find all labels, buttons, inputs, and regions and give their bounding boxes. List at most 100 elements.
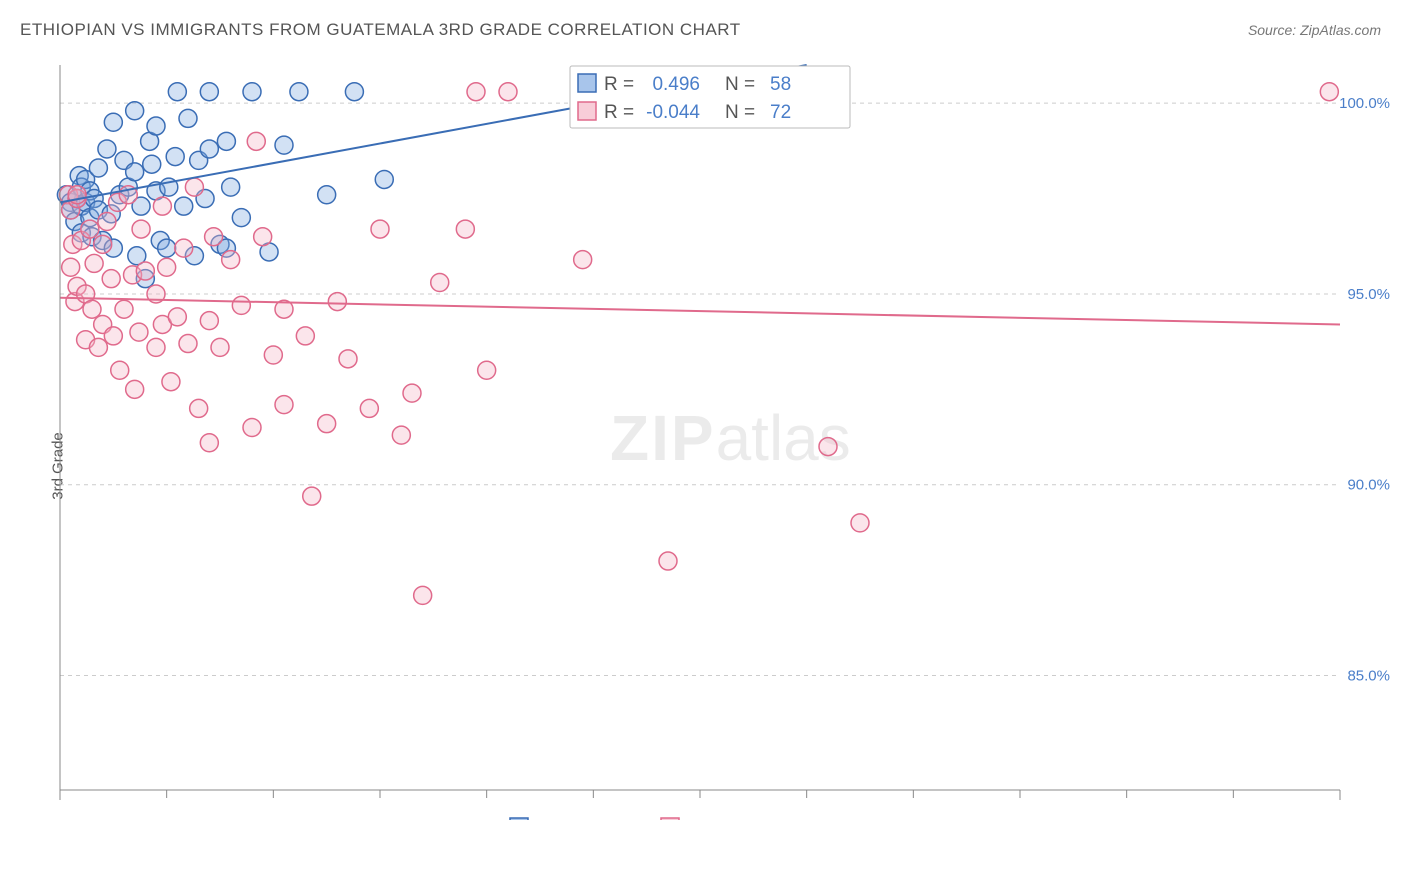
data-point	[179, 109, 197, 127]
data-point	[478, 361, 496, 379]
data-point	[162, 373, 180, 391]
stats-r-value: 0.496	[652, 74, 700, 95]
data-point	[85, 254, 103, 272]
data-point	[659, 552, 677, 570]
data-point	[136, 262, 154, 280]
data-point	[296, 327, 314, 345]
data-point	[200, 434, 218, 452]
data-point	[205, 228, 223, 246]
data-point	[104, 327, 122, 345]
data-point	[166, 148, 184, 166]
y-tick-label: 90.0%	[1347, 477, 1390, 494]
data-point	[98, 140, 116, 158]
source-credit: Source: ZipAtlas.com	[1248, 22, 1381, 38]
data-point	[94, 235, 112, 253]
chart-container: 3rd Grade 85.0%90.0%95.0%100.0% ZIPatlas…	[10, 60, 1396, 872]
stats-r-label: R =	[604, 102, 634, 123]
stats-n-value: 72	[770, 102, 791, 123]
data-point	[132, 220, 150, 238]
data-point	[431, 274, 449, 292]
data-point	[1320, 83, 1338, 101]
data-point	[98, 212, 116, 230]
data-point	[222, 178, 240, 196]
y-tick-label: 95.0%	[1347, 286, 1390, 303]
data-point	[200, 312, 218, 330]
data-point	[243, 83, 261, 101]
data-point	[371, 220, 389, 238]
data-point	[275, 396, 293, 414]
data-point	[115, 300, 133, 318]
data-point	[499, 83, 517, 101]
data-point	[168, 83, 186, 101]
data-point	[81, 220, 99, 238]
legend-swatch	[661, 818, 679, 820]
data-point	[158, 239, 176, 257]
correlation-stats-box: R = 0.496 N = 58 R = -0.044 N = 72	[570, 66, 850, 128]
stats-n-value: 58	[770, 74, 791, 95]
data-point	[175, 197, 193, 215]
data-point	[179, 335, 197, 353]
data-point	[456, 220, 474, 238]
data-point	[264, 346, 282, 364]
data-point	[328, 293, 346, 311]
data-point	[130, 323, 148, 341]
data-point	[403, 384, 421, 402]
data-point	[318, 186, 336, 204]
data-point	[104, 113, 122, 131]
stats-n-label: N =	[725, 74, 755, 95]
data-point	[318, 415, 336, 433]
data-point	[392, 426, 410, 444]
data-point	[819, 438, 837, 456]
data-point	[275, 136, 293, 154]
stats-swatch	[578, 102, 596, 120]
y-tick-label: 100.0%	[1339, 95, 1390, 112]
data-point	[102, 270, 120, 288]
stats-n-label: N =	[725, 102, 755, 123]
data-point	[360, 399, 378, 417]
data-point	[143, 155, 161, 173]
data-point	[168, 308, 186, 326]
legend-swatch	[510, 818, 528, 820]
data-point	[851, 514, 869, 532]
stats-r-label: R =	[604, 74, 634, 95]
scatter-plot: 85.0% 90.0% 95.0% 100.0% ZIPatlas 0.0% 60.0%…	[50, 60, 1396, 820]
data-point	[243, 419, 261, 437]
data-point	[190, 399, 208, 417]
data-point	[375, 170, 393, 188]
data-point	[232, 209, 250, 227]
legend: EthiopiansImmigrants from Guatemala	[510, 818, 885, 820]
data-point	[574, 251, 592, 269]
data-point	[232, 296, 250, 314]
data-point	[467, 83, 485, 101]
y-tick-label: 85.0%	[1347, 668, 1390, 685]
stats-r-value: -0.044	[646, 102, 700, 123]
data-point	[185, 178, 203, 196]
watermark-text: ZIPatlas	[610, 402, 851, 474]
data-point	[200, 140, 218, 158]
trend-line	[60, 298, 1340, 325]
data-point	[126, 102, 144, 120]
data-point	[126, 380, 144, 398]
data-point	[83, 300, 101, 318]
data-point	[200, 83, 218, 101]
data-point	[89, 159, 107, 177]
data-point	[222, 251, 240, 269]
data-point	[147, 338, 165, 356]
data-point	[153, 197, 171, 215]
data-point	[111, 361, 129, 379]
data-point	[247, 132, 265, 150]
data-point	[339, 350, 357, 368]
data-point	[290, 83, 308, 101]
data-point	[62, 258, 80, 276]
data-point	[211, 338, 229, 356]
data-point	[345, 83, 363, 101]
x-tick-label: 60.0%	[1299, 819, 1344, 820]
data-point	[175, 239, 193, 257]
data-point	[217, 132, 235, 150]
data-point	[147, 117, 165, 135]
data-point	[303, 487, 321, 505]
data-point	[158, 258, 176, 276]
x-tick-label: 0.0%	[56, 819, 92, 820]
data-point	[126, 163, 144, 181]
chart-title: ETHIOPIAN VS IMMIGRANTS FROM GUATEMALA 3…	[20, 20, 741, 40]
